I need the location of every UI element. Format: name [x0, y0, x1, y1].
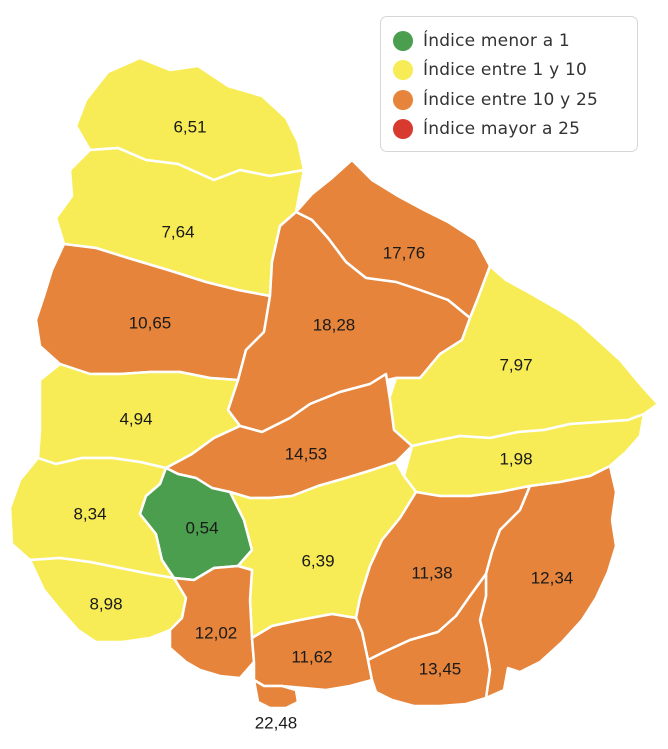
- department-florida-value: 6,39: [301, 551, 334, 570]
- department-maldonado-value: 13,45: [419, 659, 462, 678]
- legend-item-orange: Índice entre 10 y 25: [393, 85, 625, 115]
- legend-item-green: Índice menor a 1: [393, 26, 625, 56]
- legend-dot-icon: [393, 89, 413, 110]
- department-flores-value: 0,54: [185, 518, 218, 537]
- department-lavalleja-value: 11,38: [411, 563, 452, 582]
- legend-dot-icon: [393, 30, 413, 51]
- legend-label: Índice mayor a 25: [423, 119, 581, 140]
- department-montevideo-value: 22,48: [255, 713, 298, 732]
- department-artigas-value: 6,51: [173, 117, 206, 136]
- department-cerro-largo-value: 7,97: [499, 355, 532, 374]
- department-paysandu-value: 10,65: [129, 313, 172, 332]
- legend-dot-icon: [393, 60, 413, 81]
- department-san-jose: [168, 564, 256, 680]
- department-rio-negro-value: 4,94: [119, 409, 152, 428]
- department-rocha-value: 12,34: [531, 568, 574, 587]
- legend: Índice menor a 1 Índice entre 1 y 10 Índ…: [380, 16, 638, 152]
- department-montevideo: [252, 678, 300, 710]
- legend-item-yellow: Índice entre 1 y 10: [393, 56, 625, 86]
- legend-item-red: Índice mayor a 25: [393, 115, 625, 145]
- department-tacuarembo-value: 18,28: [313, 315, 356, 334]
- legend-label: Índice entre 1 y 10: [423, 60, 588, 81]
- department-rivera-value: 17,76: [383, 243, 426, 262]
- department-san-jose-value: 12,02: [195, 623, 238, 642]
- department-canelones-value: 11,62: [291, 647, 332, 666]
- department-treinta-y-tres-value: 1,98: [499, 449, 532, 468]
- department-soriano-value: 8,34: [73, 504, 106, 523]
- legend-dot-icon: [393, 119, 413, 140]
- legend-label: Índice entre 10 y 25: [423, 89, 599, 110]
- department-salto-value: 7,64: [161, 222, 194, 241]
- department-durazno-value: 14,53: [285, 444, 328, 463]
- department-maldonado: [366, 572, 492, 708]
- legend-label: Índice menor a 1: [423, 30, 570, 51]
- department-colonia-value: 8,98: [89, 594, 122, 613]
